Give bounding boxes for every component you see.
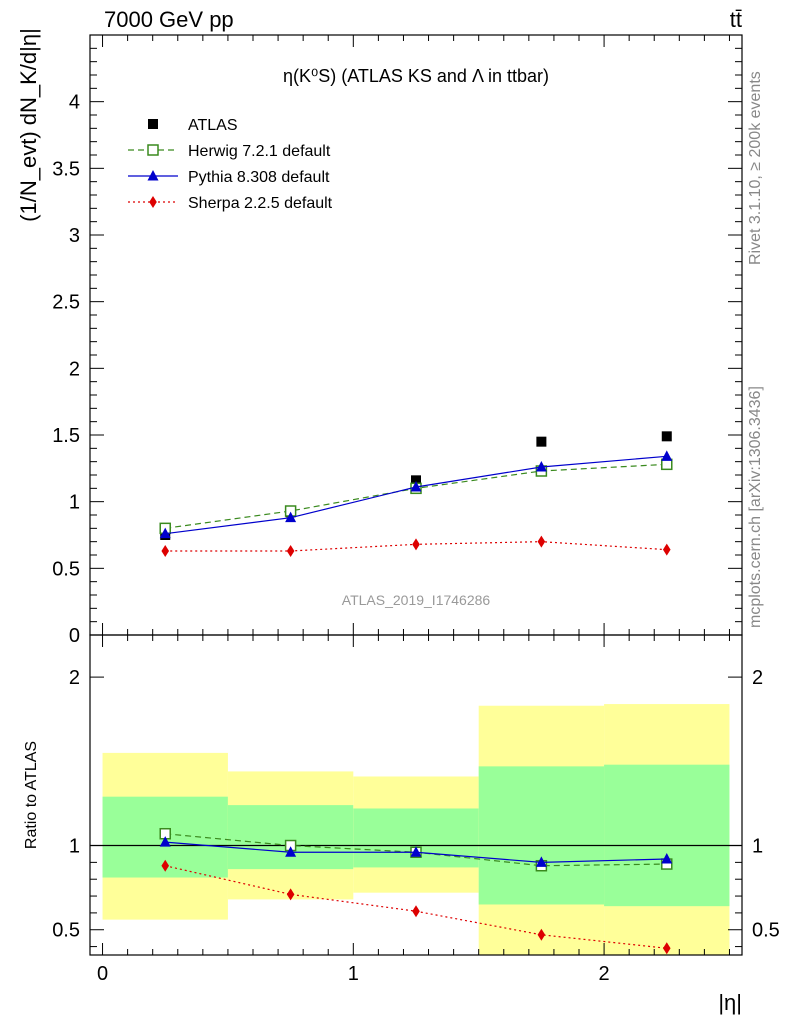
data-point <box>161 545 170 557</box>
data-point <box>411 475 421 486</box>
ratio-axis-title: Ratio to ATLAS <box>23 741 40 849</box>
data-point <box>537 928 546 941</box>
x-tick-label: 1 <box>348 963 359 985</box>
mcplots-label: mcplots.cern.ch [arXiv:1306.3436] <box>747 386 764 628</box>
legend-marker <box>148 119 158 129</box>
y-tick-label: 1.5 <box>52 425 80 447</box>
data-point <box>159 527 171 539</box>
inner-band <box>478 766 605 905</box>
data-point <box>159 836 171 847</box>
ratio-panel: 0.5 0.5 1 1 2 2 0 1 2 Ratio to ATLAS |η| <box>23 634 780 1015</box>
ratio-series-1 <box>159 836 673 867</box>
legend-label: Herwig 7.2.1 default <box>188 143 331 160</box>
legend-marker <box>147 144 159 156</box>
data-point <box>661 450 673 461</box>
uncertainty-bands <box>102 704 730 955</box>
y-tick-label: 2 <box>69 358 80 380</box>
legend-entry: ATLAS <box>148 117 238 134</box>
y-tick-label: 2.5 <box>52 292 80 314</box>
x-tick-label: 2 <box>599 963 610 985</box>
series-line <box>165 463 667 529</box>
data-point <box>161 859 170 872</box>
ratio-series-2 <box>161 859 671 955</box>
legend: ATLAS Herwig 7.2.1 default Pythia 8.308 de… <box>128 117 333 212</box>
energy-label: 7000 GeV pp <box>104 7 234 32</box>
data-point <box>286 545 295 557</box>
y-tick-label-right: 2 <box>752 667 763 689</box>
data-point <box>661 431 672 442</box>
legend-entry: Sherpa 2.2.5 default <box>128 195 333 212</box>
data-point <box>535 856 547 867</box>
y-tick-label: 1 <box>69 836 80 858</box>
legend-marker <box>149 196 157 208</box>
data-point <box>536 436 547 447</box>
series-1 <box>159 458 673 535</box>
legend-entry: Pythia 8.308 default <box>128 169 330 186</box>
y-tick-label: 2 <box>69 667 80 689</box>
y-tick-label: 1 <box>69 492 80 514</box>
legend-label: Sherpa 2.2.5 default <box>188 195 333 212</box>
legend-label: Pythia 8.308 default <box>188 169 330 186</box>
data-point <box>662 942 671 955</box>
x-tick-label: 0 <box>97 963 108 985</box>
data-point <box>410 846 422 857</box>
inner-band <box>353 808 479 868</box>
data-point <box>537 535 546 548</box>
data-point <box>662 543 671 556</box>
y-tick-label: 0.5 <box>52 558 80 580</box>
inner-band <box>604 764 730 907</box>
data-point <box>661 853 673 864</box>
process-label: tt̄ <box>730 7 742 32</box>
y-tick-label: 0.5 <box>52 920 80 942</box>
chart-title: η(K⁰S) (ATLAS KS and Λ in ttbar) <box>283 66 549 86</box>
rivet-label: Rivet 3.1.10, ≥ 200k events <box>747 71 764 265</box>
inner-band <box>227 805 354 870</box>
ratio-frame <box>89 634 743 956</box>
data-point <box>410 481 422 492</box>
y-tick-label: 3.5 <box>52 158 80 180</box>
series-2 <box>159 450 673 539</box>
series-3 <box>161 535 671 557</box>
main-panel: 0 0.5 1 1.5 2 2.5 3 3.5 4 (1/N_evt) dN_K/d|η| η(K⁰… <box>16 28 743 647</box>
y-tick-label: 4 <box>69 92 80 114</box>
legend-label: ATLAS <box>188 117 238 134</box>
data-point <box>286 888 295 901</box>
y-tick-label: 3 <box>69 225 80 247</box>
data-point <box>412 905 420 918</box>
y-axis-title: (1/N_evt) dN_K/d|η| <box>16 28 41 222</box>
y-tick-label: 0 <box>69 625 80 647</box>
legend-entry: Herwig 7.2.1 default <box>128 143 331 160</box>
y-tick-label-right: 0.5 <box>752 920 780 942</box>
data-point <box>412 538 420 551</box>
data-point <box>285 511 297 523</box>
legend-marker <box>147 170 159 181</box>
data-point <box>285 846 297 857</box>
y-tick-label-right: 1 <box>752 836 763 858</box>
analysis-watermark: ATLAS_2019_I1746286 <box>342 592 491 608</box>
x-axis-title: |η| <box>718 990 742 1015</box>
data-point <box>535 461 547 472</box>
